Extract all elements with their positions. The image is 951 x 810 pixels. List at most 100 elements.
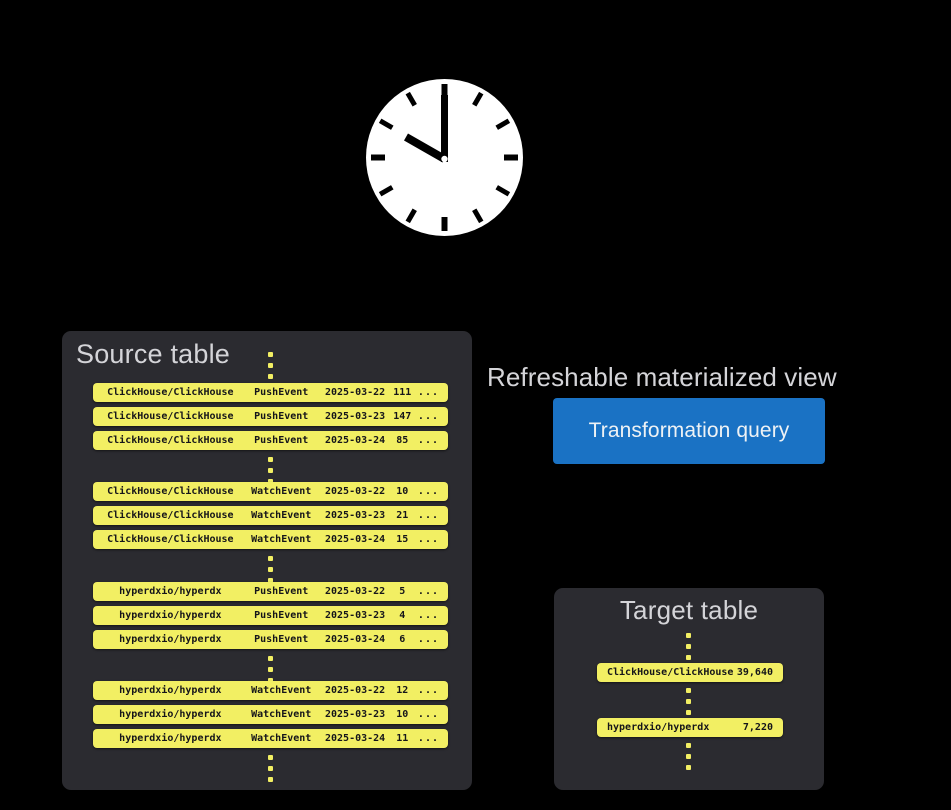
cell-date: 2025-03-23: [325, 709, 386, 720]
cell-date: 2025-03-24: [325, 435, 386, 446]
cell-repo: hyperdxio/hyperdx: [119, 610, 222, 621]
cell-event: PushEvent: [254, 586, 309, 597]
cell-repo: ClickHouse/ClickHouse: [607, 667, 734, 678]
row-ellipsis-dots: [686, 743, 692, 770]
dot: [268, 352, 273, 357]
cell-more: ...: [417, 534, 439, 545]
transformation-query-button[interactable]: Transformation query: [553, 398, 825, 464]
cell-value: 7,220: [742, 722, 773, 733]
cell-event: PushEvent: [254, 411, 309, 422]
table-row[interactable]: ClickHouse/ClickHouse WatchEvent 2025-03…: [93, 530, 448, 549]
target-table-title: Target table: [619, 595, 759, 625]
dot: [686, 633, 691, 638]
table-row[interactable]: ClickHouse/ClickHouse PushEvent 2025-03-…: [93, 431, 448, 450]
cell-date: 2025-03-24: [325, 733, 386, 744]
cell-event: WatchEvent: [251, 733, 312, 744]
table-row[interactable]: hyperdxio/hyperdx WatchEvent 2025-03-22 …: [93, 681, 448, 700]
cell-count: 5: [399, 586, 406, 597]
dot: [268, 667, 273, 672]
target-table-panel: Target table ClickHouse/ClickHouse 39,64…: [554, 588, 824, 790]
source-table-title: Source table: [76, 339, 230, 369]
cell-date: 2025-03-24: [325, 534, 386, 545]
cell-date: 2025-03-23: [325, 411, 386, 422]
cell-repo: ClickHouse/ClickHouse: [107, 534, 234, 545]
cell-repo: ClickHouse/ClickHouse: [107, 510, 234, 521]
row-ellipsis-dots: [268, 352, 274, 379]
dot: [686, 710, 691, 715]
cell-more: ...: [417, 733, 439, 744]
cell-event: PushEvent: [254, 610, 309, 621]
cell-repo: hyperdxio/hyperdx: [119, 733, 222, 744]
dot: [268, 479, 273, 484]
dot: [268, 678, 273, 683]
dot: [268, 374, 273, 379]
cell-event: PushEvent: [254, 387, 309, 398]
cell-more: ...: [417, 435, 439, 446]
table-row[interactable]: hyperdxio/hyperdx 7,220: [597, 718, 783, 737]
cell-repo: ClickHouse/ClickHouse: [107, 387, 234, 398]
row-ellipsis-dots: [268, 457, 274, 484]
cell-event: WatchEvent: [251, 709, 312, 720]
cell-count: 4: [399, 610, 406, 621]
dot: [268, 755, 273, 760]
dot: [268, 457, 273, 462]
cell-more: ...: [417, 387, 439, 398]
source-table-panel: Source table ClickHouse/ClickHouse PushE…: [62, 331, 472, 790]
cell-more: ...: [417, 709, 439, 720]
cell-count: 21: [396, 510, 409, 521]
table-row[interactable]: ClickHouse/ClickHouse 39,640: [597, 663, 783, 682]
cell-repo: hyperdxio/hyperdx: [119, 709, 222, 720]
cell-value: 39,640: [736, 667, 773, 678]
cell-repo: hyperdxio/hyperdx: [119, 634, 222, 645]
row-ellipsis-dots: [268, 755, 274, 782]
cell-date: 2025-03-22: [325, 685, 386, 696]
dot: [268, 363, 273, 368]
cell-repo: ClickHouse/ClickHouse: [107, 486, 234, 497]
table-row[interactable]: hyperdxio/hyperdx PushEvent 2025-03-23 4…: [93, 606, 448, 625]
cell-count: 147: [393, 411, 412, 422]
dot: [686, 644, 691, 649]
table-row[interactable]: ClickHouse/ClickHouse WatchEvent 2025-03…: [93, 506, 448, 525]
dot: [268, 567, 273, 572]
cell-more: ...: [417, 486, 439, 497]
dot: [686, 743, 691, 748]
cell-event: PushEvent: [254, 634, 309, 645]
table-row[interactable]: hyperdxio/hyperdx WatchEvent 2025-03-23 …: [93, 705, 448, 724]
cell-repo: ClickHouse/ClickHouse: [107, 435, 234, 446]
transformation-query-label: Transformation query: [588, 419, 790, 442]
cell-date: 2025-03-23: [325, 510, 386, 521]
cell-date: 2025-03-23: [325, 610, 386, 621]
dot: [686, 655, 691, 660]
cell-event: PushEvent: [254, 435, 309, 446]
cell-date: 2025-03-22: [325, 586, 386, 597]
table-row[interactable]: ClickHouse/ClickHouse WatchEvent 2025-03…: [93, 482, 448, 501]
cell-more: ...: [417, 685, 439, 696]
dot: [268, 656, 273, 661]
dot: [268, 468, 273, 473]
cell-repo: hyperdxio/hyperdx: [119, 586, 222, 597]
dot: [268, 578, 273, 583]
dot: [686, 699, 691, 704]
dot: [268, 766, 273, 771]
cell-event: WatchEvent: [251, 486, 312, 497]
cell-count: 10: [396, 486, 409, 497]
row-ellipsis-dots: [268, 656, 274, 683]
cell-repo: hyperdxio/hyperdx: [119, 685, 222, 696]
clock-face-ten-oclock-icon: [366, 79, 523, 236]
cell-more: ...: [417, 610, 439, 621]
cell-date: 2025-03-24: [325, 634, 386, 645]
row-ellipsis-dots: [268, 556, 274, 583]
cell-event: WatchEvent: [251, 685, 312, 696]
table-row[interactable]: ClickHouse/ClickHouse PushEvent 2025-03-…: [93, 407, 448, 426]
table-row[interactable]: ClickHouse/ClickHouse PushEvent 2025-03-…: [93, 383, 448, 402]
cell-repo: ClickHouse/ClickHouse: [107, 411, 234, 422]
dot: [686, 688, 691, 693]
cell-count: 10: [396, 709, 409, 720]
table-row[interactable]: hyperdxio/hyperdx PushEvent 2025-03-22 5…: [93, 582, 448, 601]
cell-event: WatchEvent: [251, 510, 312, 521]
table-row[interactable]: hyperdxio/hyperdx PushEvent 2025-03-24 6…: [93, 630, 448, 649]
dot: [268, 777, 273, 782]
cell-event: WatchEvent: [251, 534, 312, 545]
cell-more: ...: [417, 411, 439, 422]
table-row[interactable]: hyperdxio/hyperdx WatchEvent 2025-03-24 …: [93, 729, 448, 748]
